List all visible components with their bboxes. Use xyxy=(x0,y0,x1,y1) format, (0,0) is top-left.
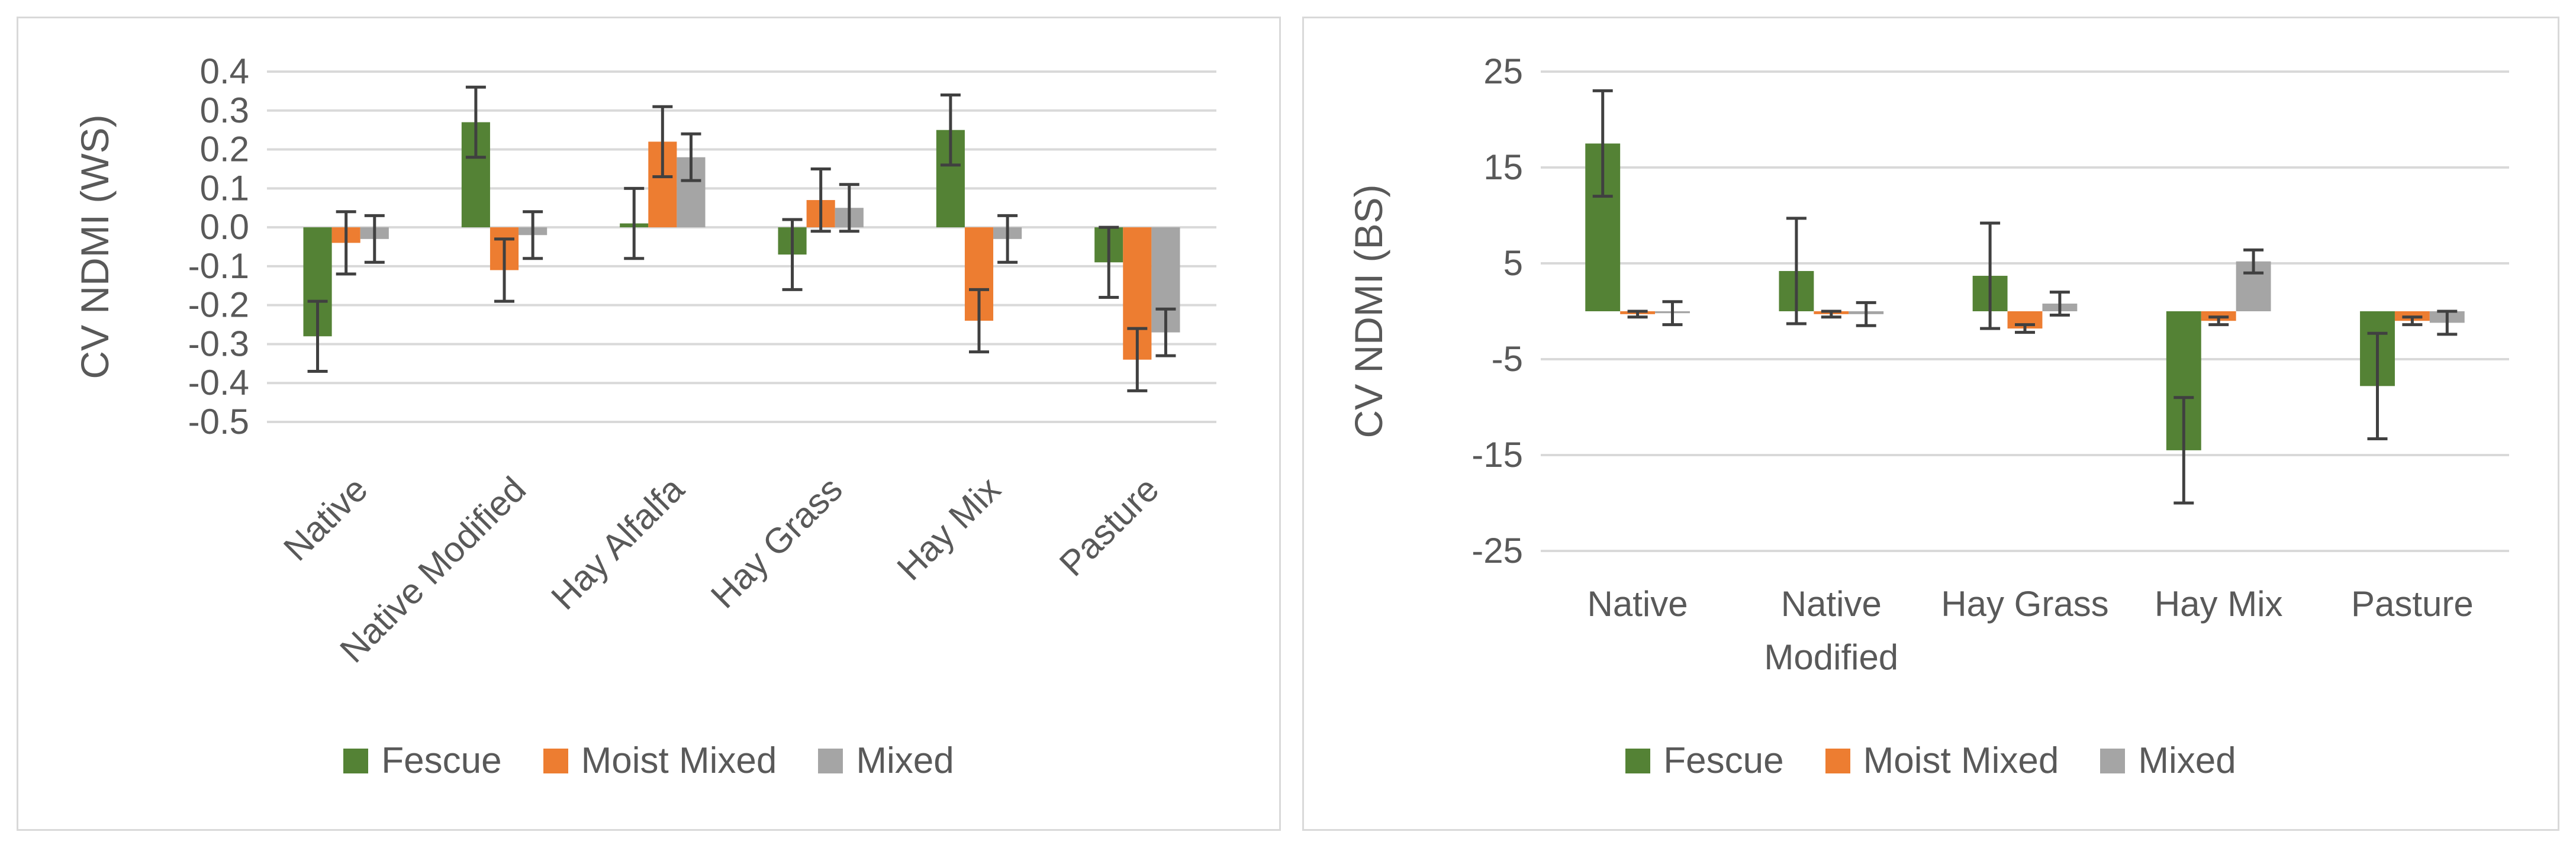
x-tick-label: Hay Grass xyxy=(1941,584,2108,624)
legend-label-fescue: Fescue xyxy=(381,740,502,781)
x-tick-label-line: Modified xyxy=(1764,637,1898,677)
x-tick-label-line: Native xyxy=(1588,584,1688,624)
chart-panel-ws: 0.4 0.3 0.2 0.1 0.0 -0.1 -0.2 -0.3 -0.4 -0.5 CV ND… xyxy=(17,17,1281,831)
legend-label-fescue: Fescue xyxy=(1663,740,1784,781)
y-tick-label: -0.5 xyxy=(188,402,249,441)
chart-panel-bs: 25 15 5 -5 -15 -25 CV NDMI (BS) Native Native Mod… xyxy=(1302,17,2559,831)
legend-label-moist-mixed: Moist Mixed xyxy=(1863,740,2059,781)
legend-swatch-fescue xyxy=(343,748,369,773)
y-tick-label: -25 xyxy=(1471,531,1523,570)
x-tick-label: Pasture xyxy=(2351,584,2474,624)
legend-item-mixed: Mixed xyxy=(818,740,954,782)
legend-item-moist-mixed: Moist Mixed xyxy=(1825,740,2059,782)
y-tick-label: 15 xyxy=(1483,147,1523,187)
y-tick-label: 0.4 xyxy=(200,51,249,91)
y-tick-label: 0.3 xyxy=(200,91,249,130)
x-tick-label-line: Pasture xyxy=(2351,584,2474,624)
y-tick-label: -0.4 xyxy=(188,363,249,402)
y-tick-label: -0.3 xyxy=(188,324,249,363)
legend-item-mixed: Mixed xyxy=(2100,740,2236,782)
x-tick-label-line: Hay Mix xyxy=(2155,584,2283,624)
x-tick-label: Hay Mix xyxy=(2155,584,2283,624)
y-tick-label: -0.2 xyxy=(188,285,249,325)
y-tick-label: 0.1 xyxy=(200,168,249,208)
y-tick-label: 0.2 xyxy=(200,130,249,169)
legend-label-mixed: Mixed xyxy=(2138,740,2236,781)
legend-bs: Fescue Moist Mixed Mixed xyxy=(1304,740,2558,782)
y-tick-label: -0.1 xyxy=(188,246,249,286)
x-tick-label: Hay Mix xyxy=(890,469,1009,588)
y-tick-label: -5 xyxy=(1492,339,1523,379)
x-tick-label: Native Modified xyxy=(1764,584,1898,677)
y-tick-label: 5 xyxy=(1503,243,1523,283)
legend-item-moist-mixed: Moist Mixed xyxy=(543,740,777,782)
legend-item-fescue: Fescue xyxy=(1625,740,1784,782)
legend-label-moist-mixed: Moist Mixed xyxy=(581,740,777,781)
y-axis-label: CV NDMI (WS) xyxy=(73,114,117,379)
x-tick-label: Hay Alfalfa xyxy=(543,469,692,617)
legend-swatch-moist-mixed xyxy=(543,748,568,773)
y-axis-label: CV NDMI (BS) xyxy=(1347,185,1390,438)
legend-swatch-mixed xyxy=(2100,748,2126,773)
x-tick-label-line: Hay Grass xyxy=(1941,584,2108,624)
chart-ws: 0.40.30.20.10.0-0.1-0.2-0.3-0.4-0.5 CV ND… xyxy=(73,51,1216,670)
x-tick-label: Native xyxy=(276,469,375,569)
x-tick-label-line: Native xyxy=(1781,584,1882,624)
legend-swatch-moist-mixed xyxy=(1825,748,1850,773)
y-tick-label: -15 xyxy=(1471,435,1523,475)
y-tick-label: 25 xyxy=(1483,51,1523,91)
x-tick-label: Pasture xyxy=(1052,469,1167,584)
legend-swatch-mixed xyxy=(818,748,843,773)
legend-label-mixed: Mixed xyxy=(856,740,954,781)
legend-ws: Fescue Moist Mixed Mixed xyxy=(18,740,1279,782)
x-tick-label: Native xyxy=(1588,584,1688,624)
y-tick-label: 0.0 xyxy=(200,207,249,247)
legend-swatch-fescue xyxy=(1625,748,1651,773)
legend-item-fescue: Fescue xyxy=(343,740,502,782)
chart-bs: 25 15 5 -5 -15 -25 CV NDMI (BS) Native Native Mod… xyxy=(1347,51,2509,677)
x-tick-label: Hay Grass xyxy=(703,469,850,616)
